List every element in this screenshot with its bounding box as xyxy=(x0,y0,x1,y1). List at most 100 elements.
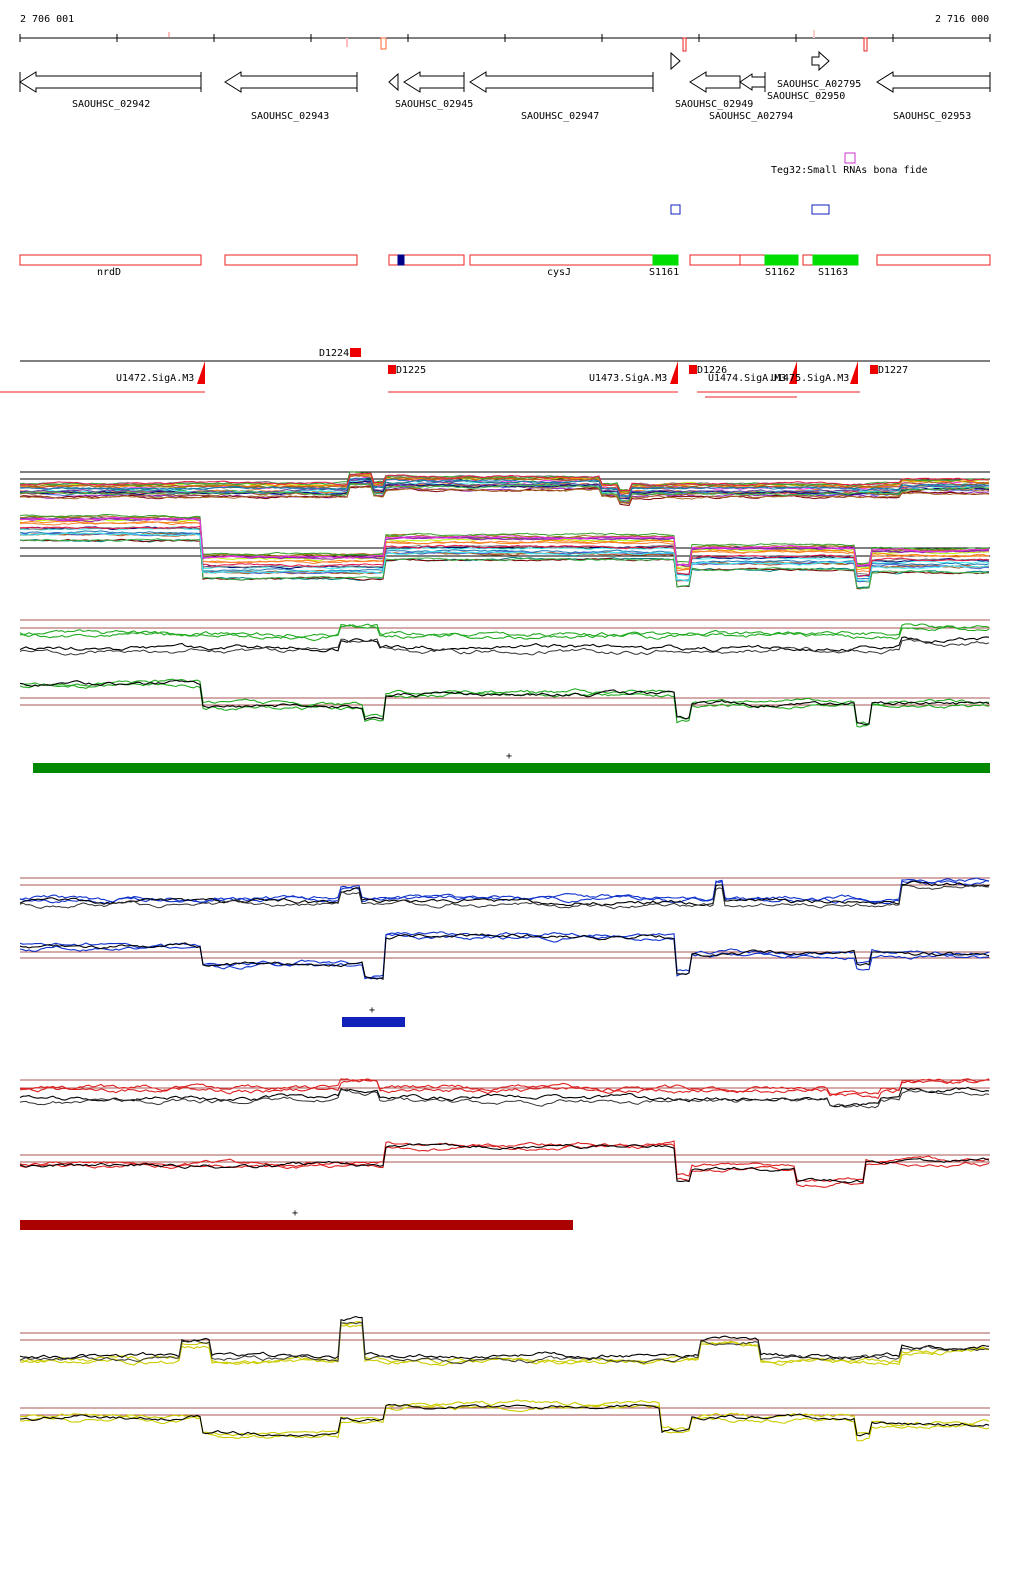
condition-trace xyxy=(19,624,990,642)
downshift-label-D1227: D1227 xyxy=(878,365,909,376)
downshift-label-D1225: D1225 xyxy=(396,365,427,376)
gene-label-02945[interactable]: SAOUHSC_02945 xyxy=(395,99,474,110)
annot-label-cysJ: cysJ xyxy=(547,267,572,278)
condition-trace-bottom xyxy=(19,538,990,589)
gene-arrow-02942[interactable] xyxy=(19,71,202,93)
reference-trace xyxy=(19,1316,990,1361)
plus-marker-red: + xyxy=(292,1208,299,1219)
condition-trace xyxy=(19,1078,990,1095)
downshift-D1224[interactable] xyxy=(350,348,361,357)
ruler-start-label: 2 706 001 xyxy=(20,14,75,25)
multi-condition-panel xyxy=(19,471,990,590)
annot-label-nrdD: nrdD xyxy=(97,267,122,278)
annot-nrdD[interactable] xyxy=(19,254,202,266)
blue-condition-panel xyxy=(19,877,990,980)
condition-trace-bottom xyxy=(19,532,990,582)
gene-label-02953[interactable]: SAOUHSC_02953 xyxy=(893,111,972,122)
annot-S1161[interactable] xyxy=(652,254,679,266)
gene-label-02949[interactable]: SAOUHSC_02949 xyxy=(675,99,754,110)
condition-trace xyxy=(19,931,990,979)
upshift-label-U1472: U1472.SigA.M3 xyxy=(116,373,195,384)
gene-label-02950[interactable]: SAOUHSC_02950 xyxy=(767,91,846,102)
reference-trace xyxy=(19,1403,990,1437)
annot-box-5[interactable] xyxy=(689,254,741,266)
blue-feature-2[interactable] xyxy=(811,204,830,215)
gene-arrow-02945[interactable] xyxy=(403,71,465,93)
condition-trace-bottom xyxy=(19,520,990,571)
condition-trace-top xyxy=(19,483,989,502)
downshift-D1227[interactable] xyxy=(870,365,878,374)
condition-trace-top xyxy=(19,474,990,495)
gene-arrow-02949[interactable] xyxy=(689,71,741,93)
condition-trace-top xyxy=(19,485,990,505)
condition-trace-top xyxy=(20,477,990,497)
reference-trace xyxy=(19,933,990,980)
annot-box-8[interactable] xyxy=(876,254,991,266)
reference-trace xyxy=(19,880,990,907)
gene-arrow-02953[interactable] xyxy=(876,71,991,93)
reference-trace xyxy=(19,636,990,653)
gene-label-02942[interactable]: SAOUHSC_02942 xyxy=(72,99,151,110)
annot-box-2[interactable] xyxy=(224,254,358,266)
plus-marker-green: + xyxy=(506,751,513,762)
condition-trace-bottom xyxy=(19,513,990,565)
reference-trace xyxy=(19,679,990,726)
green-condition-panel xyxy=(19,619,990,728)
gene-arrow-02948[interactable] xyxy=(670,51,681,71)
annot-box-3[interactable] xyxy=(388,254,465,266)
gene-label-A02794[interactable]: SAOUHSC_A02794 xyxy=(709,111,794,122)
red-segment-bar[interactable] xyxy=(20,1220,573,1230)
annot-box-7[interactable] xyxy=(802,254,814,266)
ruler-ticks xyxy=(19,34,991,42)
reference-trace xyxy=(19,884,989,910)
annot-label-S1163: S1163 xyxy=(818,267,849,278)
blue-segment-bar[interactable] xyxy=(342,1017,405,1027)
condition-trace xyxy=(19,1140,990,1183)
expression-plots xyxy=(19,471,990,1442)
annot-S1163[interactable] xyxy=(812,254,859,266)
downshift-D1226[interactable] xyxy=(689,365,697,374)
coordinate-ruler xyxy=(19,30,991,52)
yellow-condition-panel xyxy=(19,1316,990,1442)
gene-label-02943[interactable]: SAOUHSC_02943 xyxy=(251,111,330,122)
condition-trace-bottom xyxy=(19,517,989,568)
annot-box-6[interactable] xyxy=(739,254,766,266)
ruler-end-label: 2 716 000 xyxy=(935,14,990,25)
gene-arrow-A02795[interactable] xyxy=(811,50,830,72)
annotation-track xyxy=(19,254,991,266)
condition-trace xyxy=(19,877,990,903)
condition-trace-bottom xyxy=(19,526,990,576)
reference-trace xyxy=(19,1322,990,1365)
gene-arrow-02944[interactable] xyxy=(388,72,399,92)
annot-S1162[interactable] xyxy=(764,254,799,266)
condition-trace xyxy=(19,1078,990,1100)
condition-trace-top xyxy=(19,471,990,491)
reference-trace xyxy=(19,638,990,656)
condition-trace xyxy=(19,1399,990,1437)
srna-box[interactable] xyxy=(844,152,856,164)
condition-trace-bottom xyxy=(19,516,990,567)
annot-cysJ[interactable] xyxy=(469,254,654,266)
condition-trace-bottom xyxy=(19,525,990,577)
reference-trace xyxy=(19,1088,990,1109)
condition-trace-bottom xyxy=(19,520,990,573)
srna-label: Teg32:Small RNAs bona fide xyxy=(771,165,928,176)
green-segment-bar[interactable] xyxy=(33,763,990,773)
gene-arrow-02943[interactable] xyxy=(224,71,358,93)
annot-label-S1162: S1162 xyxy=(765,267,796,278)
condition-trace-bottom xyxy=(19,533,990,583)
gene-arrow-02950[interactable] xyxy=(739,73,766,91)
condition-trace xyxy=(19,623,990,640)
gene-label-02947[interactable]: SAOUHSC_02947 xyxy=(521,111,600,122)
gene-label-A02795[interactable]: SAOUHSC_A02795 xyxy=(777,79,862,90)
upshift-label-U1475: U1475.SigA.M3 xyxy=(771,373,850,384)
downshift-label-D1224: D1224 xyxy=(319,348,350,359)
blue-feature-1[interactable] xyxy=(670,204,681,215)
condition-trace xyxy=(19,933,990,980)
reference-trace xyxy=(19,1143,990,1184)
downshift-D1225[interactable] xyxy=(388,365,396,374)
condition-trace-top xyxy=(19,478,990,499)
gene-arrow-02947[interactable] xyxy=(469,71,654,93)
condition-trace-top xyxy=(19,472,990,492)
